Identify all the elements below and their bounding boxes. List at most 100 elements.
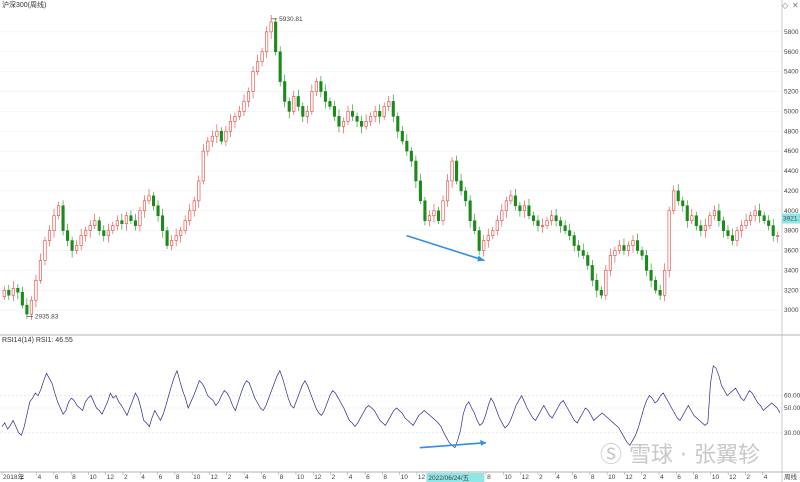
x-tick-label: 12 xyxy=(625,474,633,481)
candle-body xyxy=(676,190,680,202)
candle-body xyxy=(387,101,391,107)
candle-body xyxy=(260,51,264,62)
period-label: 周线 xyxy=(784,472,798,481)
candle-body xyxy=(369,116,373,122)
x-tick-label: 2 xyxy=(539,474,543,481)
x-tick-label: 10 xyxy=(297,474,305,481)
candle-body xyxy=(771,225,775,236)
candle-body xyxy=(468,200,472,221)
candle-body xyxy=(201,150,205,182)
x-tick-label: 8 xyxy=(176,474,180,481)
candle-body xyxy=(626,245,631,251)
candle-body xyxy=(133,220,137,226)
candle-body xyxy=(79,235,83,246)
candle-body xyxy=(568,230,572,236)
candle-body xyxy=(513,195,517,207)
candle-body xyxy=(183,220,187,231)
price-tick-label: 3000 xyxy=(784,307,799,314)
candle-body xyxy=(364,121,368,127)
x-tick-label: 2 xyxy=(228,474,232,481)
candle-body xyxy=(423,200,427,221)
x-tick-label: 4 xyxy=(556,474,560,481)
x-tick-label: 8 xyxy=(695,474,699,481)
candle-body xyxy=(269,21,273,33)
candle-body xyxy=(721,220,726,231)
x-tick-label: 10 xyxy=(193,474,201,481)
candle-body xyxy=(572,235,576,246)
candle-body xyxy=(124,215,128,224)
price-tick-label: 5800 xyxy=(784,29,799,36)
x-tick-label: 8 xyxy=(383,474,387,481)
x-tick-label: 2 xyxy=(643,474,647,481)
candle-body xyxy=(56,205,61,217)
candle-body xyxy=(545,220,549,226)
price-tick-label: 4600 xyxy=(784,148,799,155)
price-tick-label: 5600 xyxy=(784,49,799,56)
candle-body xyxy=(703,225,707,231)
candle-body xyxy=(287,101,291,112)
candle-body xyxy=(111,225,115,231)
candle-body xyxy=(690,215,694,221)
candle-body xyxy=(685,205,689,221)
candle-body xyxy=(536,220,540,226)
candle-body xyxy=(708,215,712,226)
x-tick-label: 10 xyxy=(504,474,512,481)
x-tick-label: 6 xyxy=(366,474,370,481)
candle-body xyxy=(341,121,346,127)
x-tick-label: 6 xyxy=(262,474,266,481)
candle-body xyxy=(47,230,52,241)
candle-body xyxy=(161,215,165,231)
x-tick-label: 10 xyxy=(89,474,97,481)
price-tick-label: 3800 xyxy=(784,228,799,235)
candle-body xyxy=(477,230,481,251)
x-tick-label: 4 xyxy=(349,474,353,481)
candle-body xyxy=(649,270,653,281)
x-tick-label: 12 xyxy=(210,474,218,481)
divergence-arrowhead-rsi xyxy=(480,439,487,446)
candle-body xyxy=(88,225,92,231)
rsi-tick-label: 50.00 xyxy=(784,405,800,412)
candle-body xyxy=(681,200,685,207)
candle-body xyxy=(382,106,386,117)
candle-body xyxy=(310,91,314,112)
candle-body xyxy=(667,210,671,271)
x-tick-label: 2 xyxy=(746,474,750,481)
candle-body xyxy=(373,111,377,117)
candle-body xyxy=(355,116,359,122)
x-tick-label: 4 xyxy=(141,474,145,481)
candle-body xyxy=(509,195,513,202)
x-tick-label: 2 xyxy=(331,474,335,481)
candle-body xyxy=(436,210,441,221)
candle-body xyxy=(699,225,703,231)
x-tick-label: 8 xyxy=(487,474,491,481)
price-tick-label: 3200 xyxy=(784,287,799,294)
candle-body xyxy=(730,235,735,241)
settings-icon[interactable]: ◇ xyxy=(782,1,789,10)
price-tick-label: 4200 xyxy=(784,188,799,195)
x-tick-label: 10 xyxy=(401,474,409,481)
candle-body xyxy=(559,220,563,226)
candle-body xyxy=(305,111,309,117)
candle-body xyxy=(237,111,242,117)
candle-body xyxy=(337,116,341,127)
candle-body xyxy=(749,215,753,221)
candle-body xyxy=(246,91,251,102)
x-tick-label: 10 xyxy=(712,474,720,481)
divergence-arrow-rsi xyxy=(419,441,487,449)
x-tick-label: 10 xyxy=(608,474,616,481)
x-tick-label: 6 xyxy=(55,474,59,481)
candle-body xyxy=(459,180,463,192)
candle-body xyxy=(622,245,626,251)
candle-body xyxy=(25,304,29,315)
last-price-box xyxy=(782,213,800,224)
close-icon[interactable]: ✕ xyxy=(792,1,799,10)
candle-body xyxy=(2,289,6,297)
candle-body xyxy=(278,51,282,82)
candle-body xyxy=(608,255,612,271)
candle-body xyxy=(233,116,237,122)
candle-body xyxy=(658,289,662,296)
price-tick-label: 4800 xyxy=(784,128,799,135)
candle-body xyxy=(151,195,156,207)
candle-body xyxy=(604,270,608,296)
